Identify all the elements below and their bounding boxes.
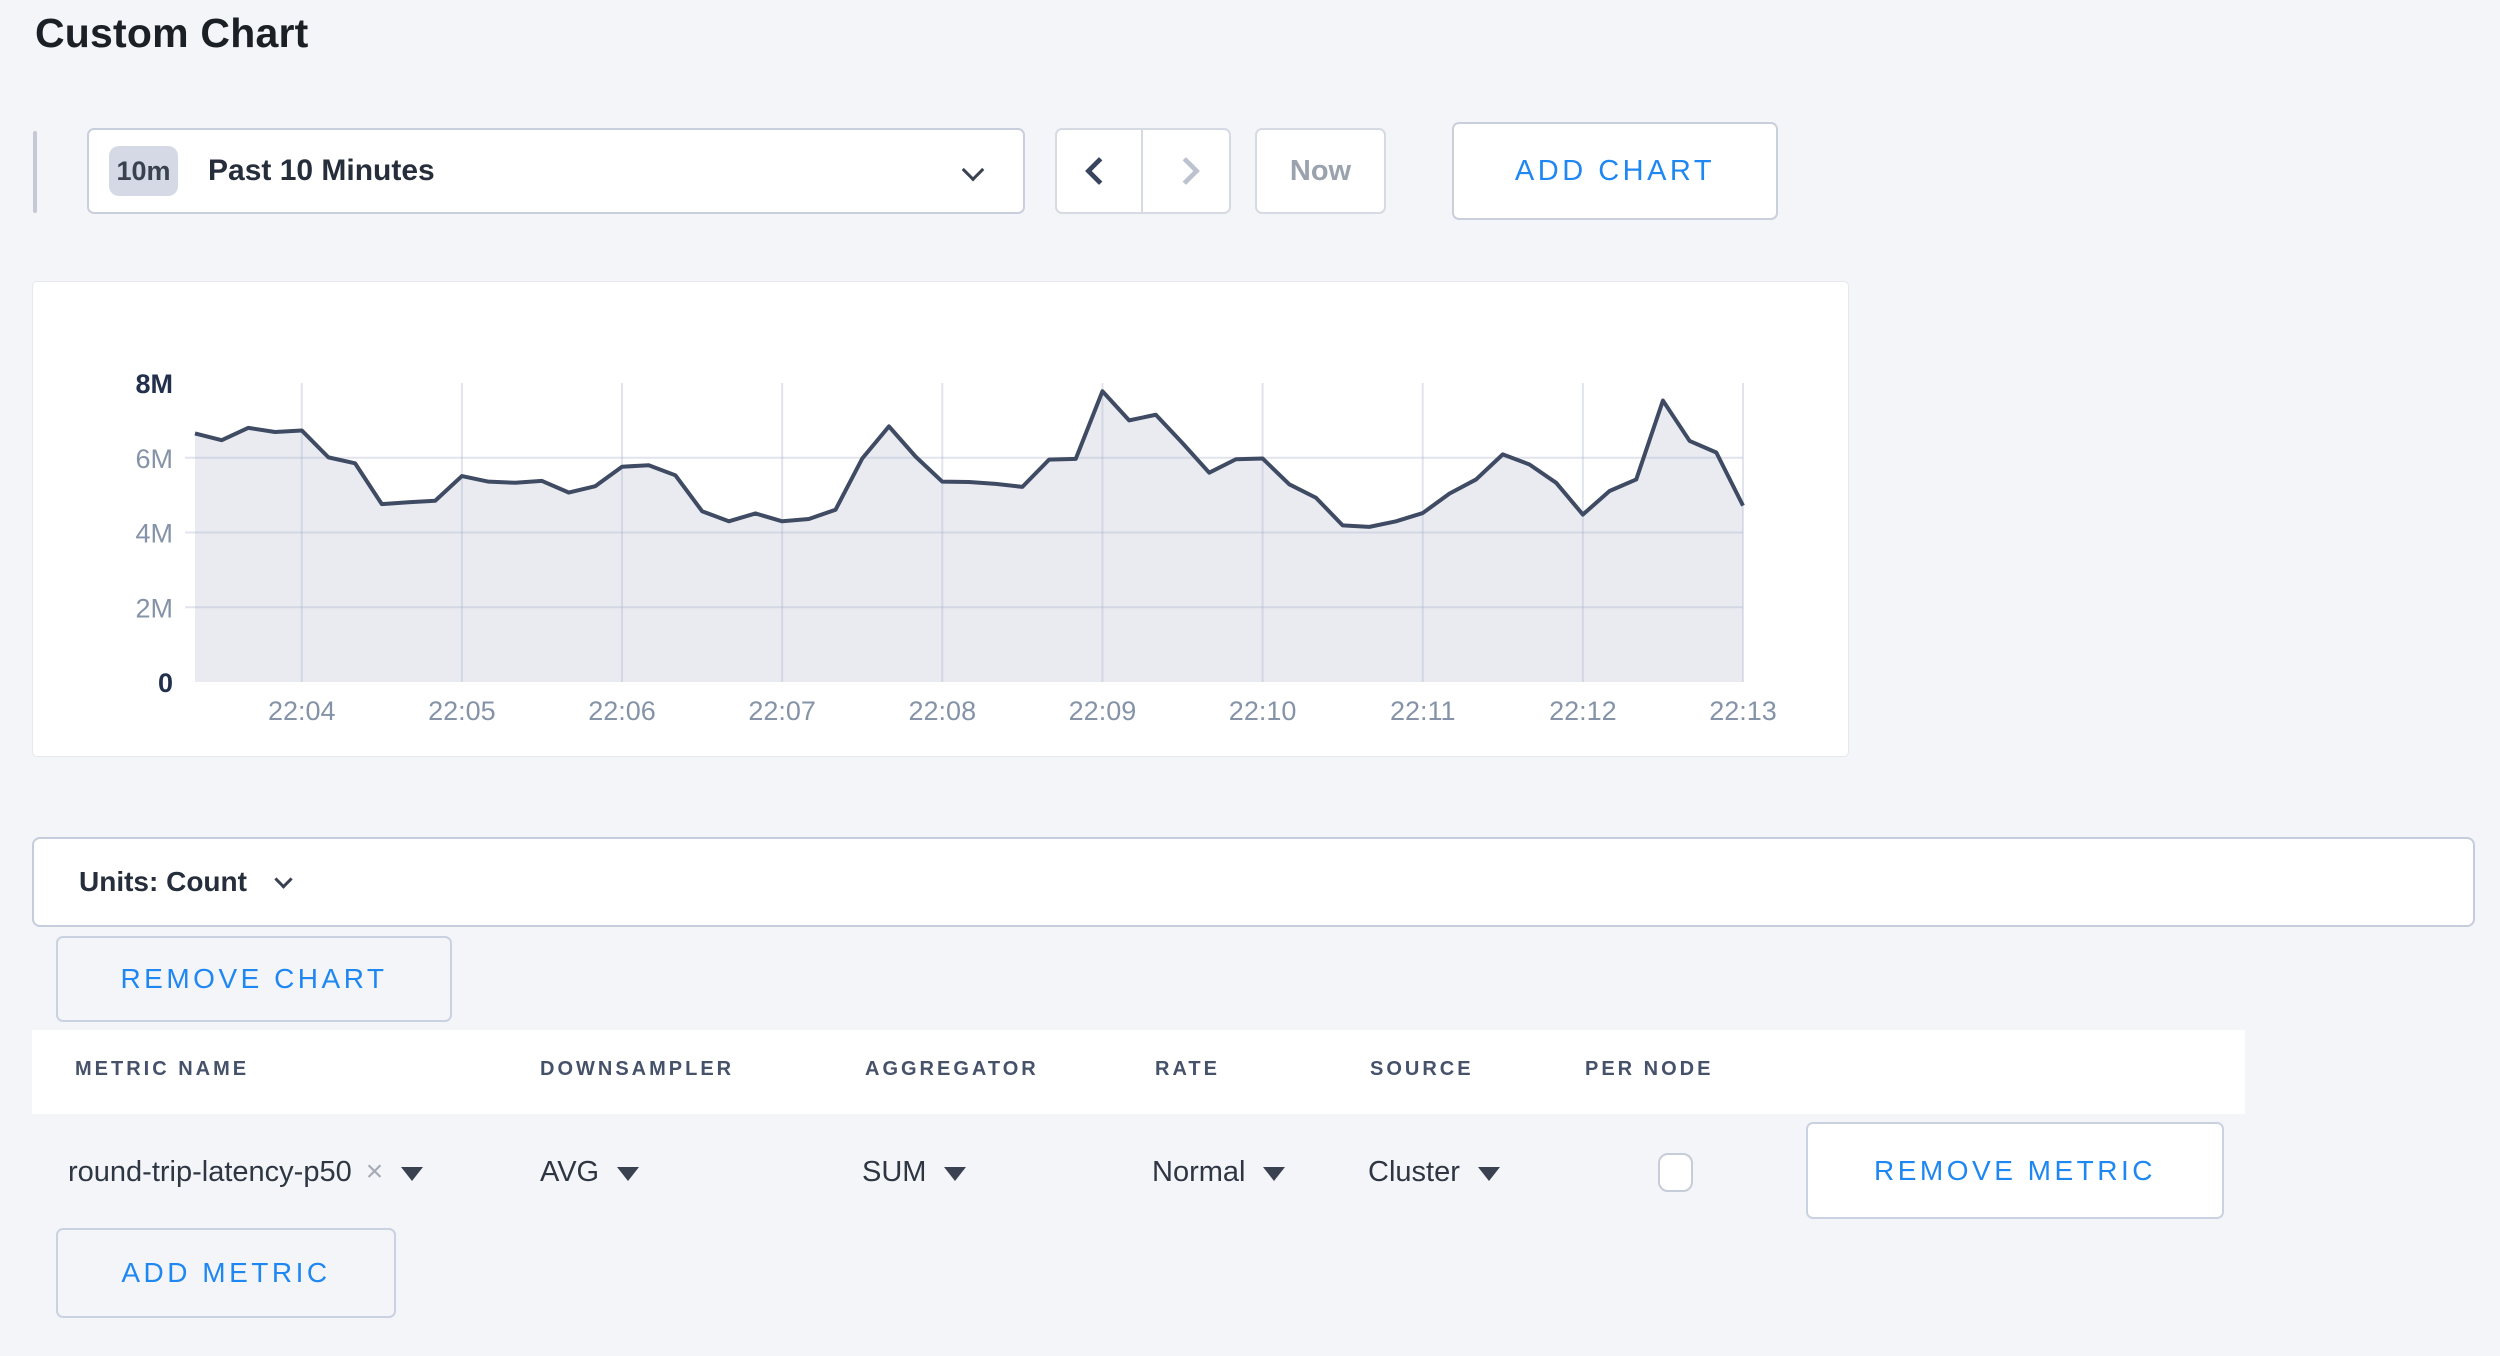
- now-button[interactable]: Now: [1255, 128, 1386, 214]
- col-header-metric-name: METRIC NAME: [75, 1058, 250, 1080]
- metric-name-select[interactable]: round-trip-latency-p50 ×: [68, 1132, 424, 1212]
- time-nav-group: [1055, 128, 1231, 214]
- metric-name-value: round-trip-latency-p50: [68, 1155, 352, 1188]
- chevron-down-icon: [274, 869, 293, 889]
- svg-text:6M: 6M: [135, 444, 173, 474]
- metric-area-chart: 8M 6M 4M 2M 0 22:04 22:05 22:06 22:07 22:08 22:09 2…: [135, 369, 1777, 726]
- svg-text:8M: 8M: [135, 369, 173, 399]
- caret-down-icon: [944, 1167, 967, 1181]
- svg-text:22:07: 22:07: [748, 696, 816, 726]
- downsampler-value: AVG: [540, 1155, 600, 1188]
- svg-text:22:06: 22:06: [588, 696, 656, 726]
- per-node-checkbox[interactable]: [1658, 1153, 1693, 1192]
- svg-text:22:08: 22:08: [909, 696, 977, 726]
- svg-text:22:05: 22:05: [428, 696, 496, 726]
- source-value: Cluster: [1368, 1155, 1460, 1188]
- caret-down-icon: [401, 1167, 424, 1181]
- caret-down-icon: [1477, 1167, 1500, 1181]
- col-header-per-node: PER NODE: [1585, 1058, 1714, 1080]
- source-select[interactable]: Cluster: [1368, 1132, 1500, 1212]
- svg-text:22:12: 22:12: [1549, 696, 1617, 726]
- aggregator-value: SUM: [862, 1155, 927, 1188]
- downsampler-select[interactable]: AVG: [540, 1132, 640, 1212]
- remove-chart-button[interactable]: REMOVE CHART: [56, 936, 452, 1022]
- caret-down-icon: [1263, 1167, 1286, 1181]
- col-header-source: SOURCE: [1370, 1058, 1474, 1080]
- chevron-left-icon: [1084, 156, 1114, 186]
- units-label: Units: Count: [79, 866, 247, 897]
- svg-text:0: 0: [158, 668, 173, 698]
- metrics-table-header: METRIC NAME DOWNSAMPLER AGGREGATOR RATE …: [32, 1030, 2245, 1114]
- rate-value: Normal: [1152, 1155, 1246, 1188]
- page-title: Custom Chart: [35, 10, 309, 56]
- units-select[interactable]: Units: Count: [32, 837, 2475, 927]
- time-forward-button[interactable]: [1143, 130, 1229, 212]
- col-header-aggregator: AGGREGATOR: [865, 1058, 1039, 1080]
- time-range-badge: 10m: [109, 146, 178, 196]
- svg-text:22:09: 22:09: [1069, 696, 1137, 726]
- add-metric-button[interactable]: ADD METRIC: [56, 1228, 396, 1318]
- svg-text:22:13: 22:13: [1709, 696, 1777, 726]
- col-header-rate: RATE: [1155, 1058, 1220, 1080]
- aggregator-select[interactable]: SUM: [862, 1132, 967, 1212]
- svg-text:2M: 2M: [135, 593, 173, 623]
- rate-select[interactable]: Normal: [1152, 1132, 1286, 1212]
- remove-metric-button[interactable]: REMOVE METRIC: [1806, 1122, 2224, 1219]
- chevron-down-icon: [961, 158, 985, 182]
- time-range-label: Past 10 Minutes: [208, 154, 435, 187]
- table-row: round-trip-latency-p50 × AVG SUM Normal …: [0, 1122, 2500, 1219]
- time-back-button[interactable]: [1057, 130, 1143, 212]
- svg-text:22:11: 22:11: [1390, 696, 1456, 726]
- add-chart-button[interactable]: ADD CHART: [1452, 122, 1778, 220]
- caret-down-icon: [617, 1167, 640, 1181]
- chart-card: 8M 6M 4M 2M 0 22:04 22:05 22:06 22:07 22:08 22:09 2…: [32, 281, 1849, 757]
- svg-text:22:10: 22:10: [1229, 696, 1297, 726]
- chevron-right-icon: [1171, 156, 1201, 186]
- remove-tag-icon[interactable]: ×: [365, 1155, 384, 1188]
- svg-text:22:04: 22:04: [268, 696, 336, 726]
- svg-text:4M: 4M: [135, 519, 173, 549]
- time-range-select[interactable]: 10m Past 10 Minutes: [87, 128, 1025, 214]
- time-range-accent-bar: [33, 131, 37, 213]
- col-header-downsampler: DOWNSAMPLER: [540, 1058, 735, 1080]
